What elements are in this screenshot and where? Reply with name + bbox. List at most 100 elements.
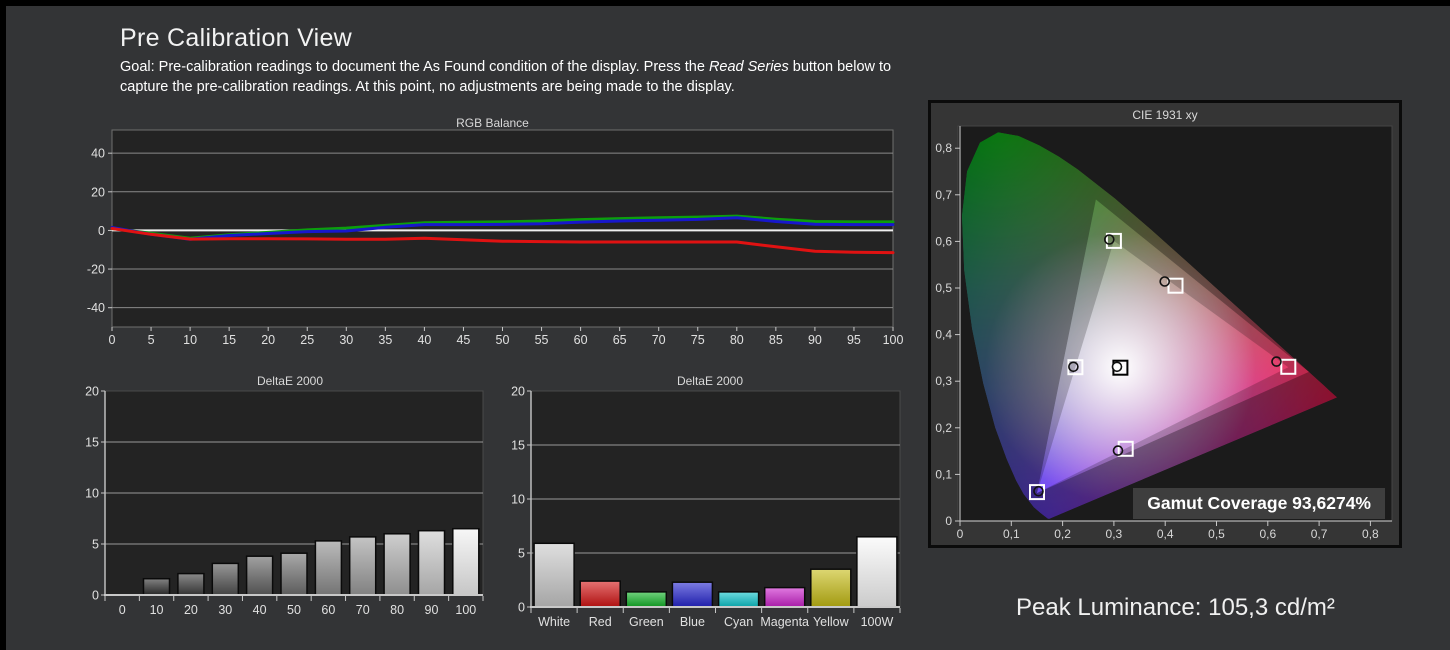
- deltae_grayscale-x-axis: 0 10 20 30 40 50 60 70 80 90 100: [104, 596, 484, 617]
- x-tick-label: 0,2: [1054, 527, 1071, 541]
- deltae_colors-x-axis: White Red Green Blue Cyan Magenta Yellow 100W: [530, 608, 901, 629]
- x-tick-label: 20: [261, 333, 275, 347]
- rgb-balance-plot[interactable]: 40 20 0 -20 -40 0 5 10 15 20 25 30 35 40 45 50 55 60 65 70 7…: [85, 129, 903, 355]
- x-tick-label: 55: [535, 333, 549, 347]
- page-title: Pre Calibration View: [120, 24, 353, 52]
- category-label: 30: [218, 603, 232, 617]
- goal-text: Goal: Pre-calibration readings to docume…: [120, 57, 980, 97]
- gamut-coverage-badge: Gamut Coverage 93,6274%: [1133, 488, 1385, 519]
- measured-point-red: [1271, 356, 1282, 367]
- measured-point-magenta: [1112, 445, 1124, 456]
- cie-chart-title: CIE 1931 xy: [1132, 108, 1198, 122]
- y-tick-label: 0,1: [935, 467, 952, 481]
- x-tick-label: 25: [300, 333, 314, 347]
- category-label: Yellow: [813, 615, 850, 629]
- y-tick-label: 20: [91, 185, 105, 199]
- x-tick-label: 70: [652, 333, 666, 347]
- category-label: Cyan: [724, 615, 753, 629]
- category-label: 90: [425, 603, 439, 617]
- bar-30: [211, 562, 240, 596]
- bar-magenta: [763, 586, 806, 608]
- category-label: 100: [455, 603, 476, 617]
- target-square-blue: [1029, 484, 1045, 501]
- bar-20: [177, 572, 205, 596]
- x-tick-label: 0: [957, 527, 964, 541]
- x-tick-label: 0,1: [1003, 527, 1020, 541]
- y-tick-label: 5: [92, 538, 99, 552]
- category-label: 70: [356, 603, 370, 617]
- category-label: Magenta: [760, 615, 809, 629]
- y-tick-label: -20: [87, 263, 105, 277]
- bar-50: [280, 552, 308, 596]
- y-tick-label: 10: [85, 487, 99, 501]
- x-tick-label: 0,8: [1362, 527, 1379, 541]
- x-tick-label: 35: [378, 333, 392, 347]
- category-label: 10: [150, 603, 164, 617]
- red-series-line: [110, 227, 895, 255]
- x-tick-label: 0,3: [1106, 527, 1123, 541]
- category-label: Blue: [680, 615, 705, 629]
- rgb-balance-chart-title: RGB Balance: [456, 116, 529, 130]
- category-label: 100W: [861, 615, 894, 629]
- bar-green: [625, 591, 668, 608]
- y-tick-label: 0,3: [935, 374, 952, 388]
- cie-markers: [1029, 232, 1297, 501]
- x-tick-label: 90: [808, 333, 822, 347]
- deltae-grayscale-plot[interactable]: 0 5 10 15 20 0 10 20 30 40 50 60 70 80 90 100: [85, 381, 495, 631]
- deltae-grayscale-chart-title: DeltaE 2000: [256, 374, 324, 388]
- y-tick-label: 0,5: [935, 281, 952, 295]
- bar-blue: [671, 581, 714, 608]
- bar-cyan: [717, 591, 760, 608]
- bar-100: [452, 527, 480, 596]
- y-tick-label: 0,4: [935, 328, 952, 342]
- rgb-plot-area: [111, 129, 894, 328]
- y-tick-label: 40: [91, 147, 105, 161]
- target-square-yellow: [1167, 277, 1184, 294]
- cie-1931-plot[interactable]: 0 0,1 0,2 0,3 0,4 0,5 0,6 0,7 0,8 0 0,1 0,2 0,3 0,4 0,…: [931, 123, 1399, 545]
- measured-point-green: [1104, 234, 1115, 245]
- deltae-colors-chart-title: DeltaE 2000: [676, 374, 744, 388]
- goal-line2: capture the pre-calibration readings. At…: [120, 79, 735, 95]
- category-label: White: [538, 615, 570, 629]
- x-tick-label: 65: [613, 333, 627, 347]
- category-label: Green: [629, 615, 664, 629]
- cie-y-axis: 0 0,1 0,2 0,3 0,4 0,5 0,6 0,7 0,8: [935, 141, 960, 528]
- bar-40: [245, 555, 274, 596]
- category-label: 0: [119, 603, 126, 617]
- cie-panel: CIE 1931 xy 0 0,1 0,2 0,3 0,4 0,5 0,6 0,7 0,8 0 0,…: [928, 100, 1402, 548]
- bar-90: [417, 529, 446, 596]
- bar-red: [579, 580, 621, 608]
- x-tick-label: 30: [339, 333, 353, 347]
- x-tick-label: 10: [183, 333, 197, 347]
- bar-yellow: [810, 568, 852, 608]
- measured-point-yellow: [1159, 276, 1170, 287]
- category-label: 50: [287, 603, 301, 617]
- y-tick-label: 15: [511, 439, 525, 453]
- y-tick-label: 0: [92, 589, 99, 603]
- deltae_colors-bars: [533, 536, 898, 608]
- x-tick-label: 85: [769, 333, 783, 347]
- x-tick-label: 15: [222, 333, 236, 347]
- y-tick-label: 0,6: [935, 234, 952, 248]
- deltae_colors-y-axis: 0 5 10 15 20: [511, 385, 900, 615]
- window-left-edge: [0, 0, 6, 650]
- target-square-red: [1280, 358, 1297, 375]
- x-tick-label: 50: [496, 333, 510, 347]
- x-tick-label: 0: [109, 333, 116, 347]
- deltae-colors-plot[interactable]: 0 5 10 15 20 White Red Green Blue Cyan Magenta Yell…: [510, 381, 910, 636]
- goal-line1-prefix: Goal: Pre-calibration readings to docume…: [120, 59, 709, 75]
- category-label: 80: [390, 603, 404, 617]
- y-tick-label: 0: [518, 601, 525, 615]
- x-tick-label: 0,6: [1259, 527, 1276, 541]
- blue-series-line: [110, 216, 895, 241]
- x-tick-label: 75: [691, 333, 705, 347]
- y-tick-label: 10: [511, 493, 525, 507]
- target-square-green: [1105, 232, 1122, 249]
- y-tick-label: 0,8: [935, 141, 952, 155]
- bar-80: [383, 533, 411, 596]
- bar-100w: [856, 536, 898, 608]
- y-tick-label: 20: [511, 385, 525, 399]
- bar-70: [348, 536, 377, 596]
- x-tick-label: 0,7: [1311, 527, 1328, 541]
- y-tick-label: 0: [945, 514, 952, 528]
